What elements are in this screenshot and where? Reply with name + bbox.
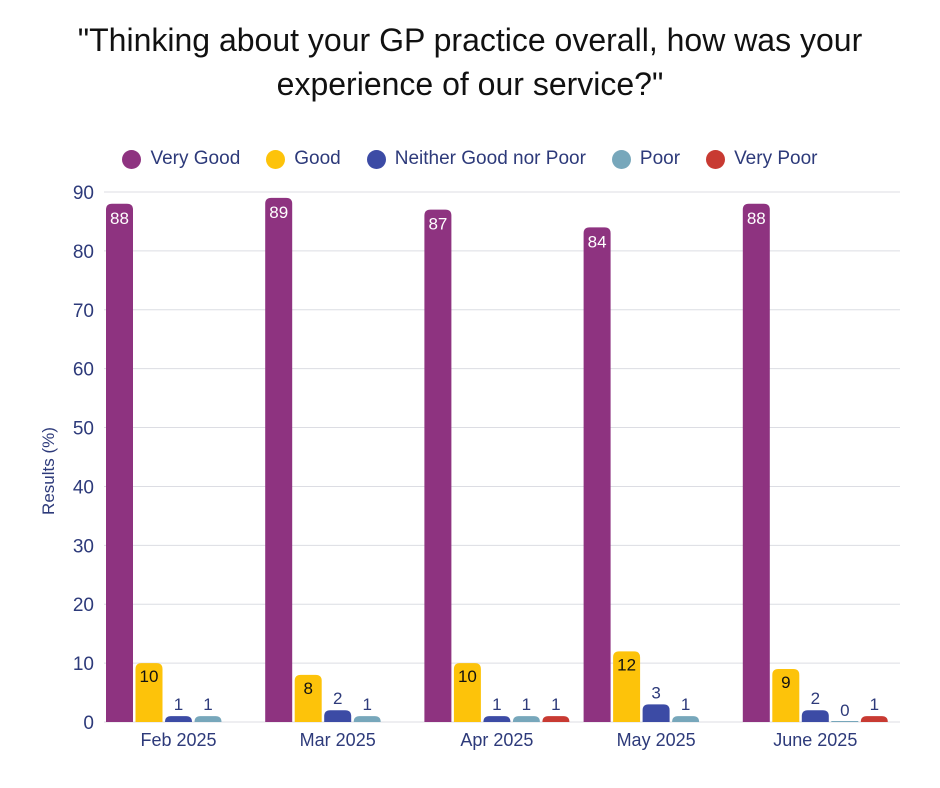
chart-legend: Very Good Good Neither Good nor Poor Poor Ve… xyxy=(0,146,940,172)
bar-june-2025-very-good-label: 88 xyxy=(747,209,766,228)
bar-may-2025-very-good xyxy=(583,227,611,723)
x-tick-label-june-2025: June 2025 xyxy=(773,730,857,750)
bar-apr-2025-good xyxy=(453,663,481,722)
bar-apr-2025-neither-good-nor-poor-label: 1 xyxy=(492,695,501,714)
bar-apr-2025-very-good xyxy=(424,209,452,722)
legend-label-neither-good-nor-poor: Neither Good nor Poor xyxy=(394,148,586,169)
bar-feb-2025-neither-good-nor-poor xyxy=(165,716,192,722)
bar-may-2025-poor-label: 1 xyxy=(681,695,690,714)
bar-may-2025-neither-good-nor-poor-label: 3 xyxy=(651,683,660,702)
bar-feb-2025-very-good xyxy=(106,203,133,722)
legend-label-good: Good xyxy=(294,148,341,169)
bar-may-2025-good xyxy=(613,651,641,722)
bar-feb-2025-very-good-label: 88 xyxy=(110,209,129,228)
legend-swatch-very-poor xyxy=(706,149,726,169)
bar-june-2025-very-poor-label: 1 xyxy=(870,695,879,714)
legend-label-very-poor: Very Poor xyxy=(734,148,818,169)
bar-apr-2025-neither-good-nor-poor xyxy=(483,716,511,722)
y-tick-label-80: 80 xyxy=(73,242,94,263)
bar-feb-2025-poor xyxy=(194,716,222,722)
bar-apr-2025-very-poor xyxy=(542,716,570,722)
bar-mar-2025-poor-label: 1 xyxy=(362,695,371,714)
legend-item-good: Good xyxy=(266,148,341,170)
chart-title: "Thinking about your GP practice overall… xyxy=(0,18,940,106)
bar-apr-2025-poor-label: 1 xyxy=(522,695,531,714)
bar-june-2025-good xyxy=(772,669,800,722)
bar-may-2025-very-good-label: 84 xyxy=(588,232,607,251)
legend-item-very-good: Very Good xyxy=(122,148,240,170)
bar-june-2025-very-good xyxy=(742,203,770,722)
y-tick-label-50: 50 xyxy=(73,419,94,440)
bar-june-2025-very-poor xyxy=(860,716,888,722)
chart-title-line-2: experience of our service?" xyxy=(276,66,664,102)
bar-june-2025-poor xyxy=(831,721,859,722)
bar-mar-2025-very-good xyxy=(265,197,293,722)
chart-title-line-1: "Thinking about your GP practice overall… xyxy=(77,22,863,58)
y-tick-label-30: 30 xyxy=(73,536,94,557)
bar-may-2025-poor xyxy=(672,716,700,722)
bar-feb-2025-poor-label: 1 xyxy=(203,695,212,714)
legend-item-very-poor: Very Poor xyxy=(706,148,818,170)
bar-apr-2025-very-poor-label: 1 xyxy=(551,695,560,714)
bar-mar-2025-poor xyxy=(353,716,381,722)
y-tick-label-70: 70 xyxy=(73,301,94,322)
bar-apr-2025-very-good-label: 87 xyxy=(428,215,447,234)
bar-may-2025-good-label: 12 xyxy=(617,655,636,674)
bar-mar-2025-neither-good-nor-poor xyxy=(324,710,352,722)
bar-apr-2025-poor xyxy=(512,716,540,722)
bar-mar-2025-good-label: 8 xyxy=(303,679,312,698)
y-tick-label-0: 0 xyxy=(83,713,94,734)
x-tick-label-apr-2025: Apr 2025 xyxy=(460,730,533,750)
x-tick-label-feb-2025: Feb 2025 xyxy=(140,730,216,750)
legend-swatch-poor xyxy=(611,149,631,169)
legend-label-very-good: Very Good xyxy=(150,148,241,169)
y-tick-label-10: 10 xyxy=(73,654,94,675)
y-tick-label-90: 90 xyxy=(73,183,94,204)
legend-item-poor: Poor xyxy=(611,148,681,170)
bar-may-2025-neither-good-nor-poor xyxy=(642,704,670,722)
legend-swatch-neither-good-nor-poor xyxy=(366,149,386,169)
bar-feb-2025-good xyxy=(135,663,163,722)
y-axis-title: Results (%) xyxy=(39,427,58,515)
bar-june-2025-good-label: 9 xyxy=(781,673,790,692)
legend-swatch-very-good xyxy=(122,149,142,169)
bar-mar-2025-neither-good-nor-poor-label: 2 xyxy=(333,689,342,708)
bar-feb-2025-good-label: 10 xyxy=(140,667,159,686)
legend-swatch-good xyxy=(266,149,286,169)
y-tick-label-20: 20 xyxy=(73,595,94,616)
legend-item-neither-good-nor-poor: Neither Good nor Poor xyxy=(366,148,586,170)
legend-label-poor: Poor xyxy=(639,148,681,169)
x-tick-label-mar-2025: Mar 2025 xyxy=(300,730,376,750)
bar-june-2025-neither-good-nor-poor-label: 2 xyxy=(811,689,820,708)
bar-june-2025-neither-good-nor-poor xyxy=(801,710,829,722)
bar-mar-2025-very-good-label: 89 xyxy=(269,203,288,222)
bar-mar-2025-good xyxy=(294,674,322,722)
y-tick-label-40: 40 xyxy=(73,477,94,498)
x-tick-label-may-2025: May 2025 xyxy=(617,730,696,750)
bar-june-2025-poor-label: 0 xyxy=(840,701,849,720)
bar-apr-2025-good-label: 10 xyxy=(458,667,477,686)
y-tick-label-60: 60 xyxy=(73,360,94,381)
bar-feb-2025-neither-good-nor-poor-label: 1 xyxy=(174,695,183,714)
